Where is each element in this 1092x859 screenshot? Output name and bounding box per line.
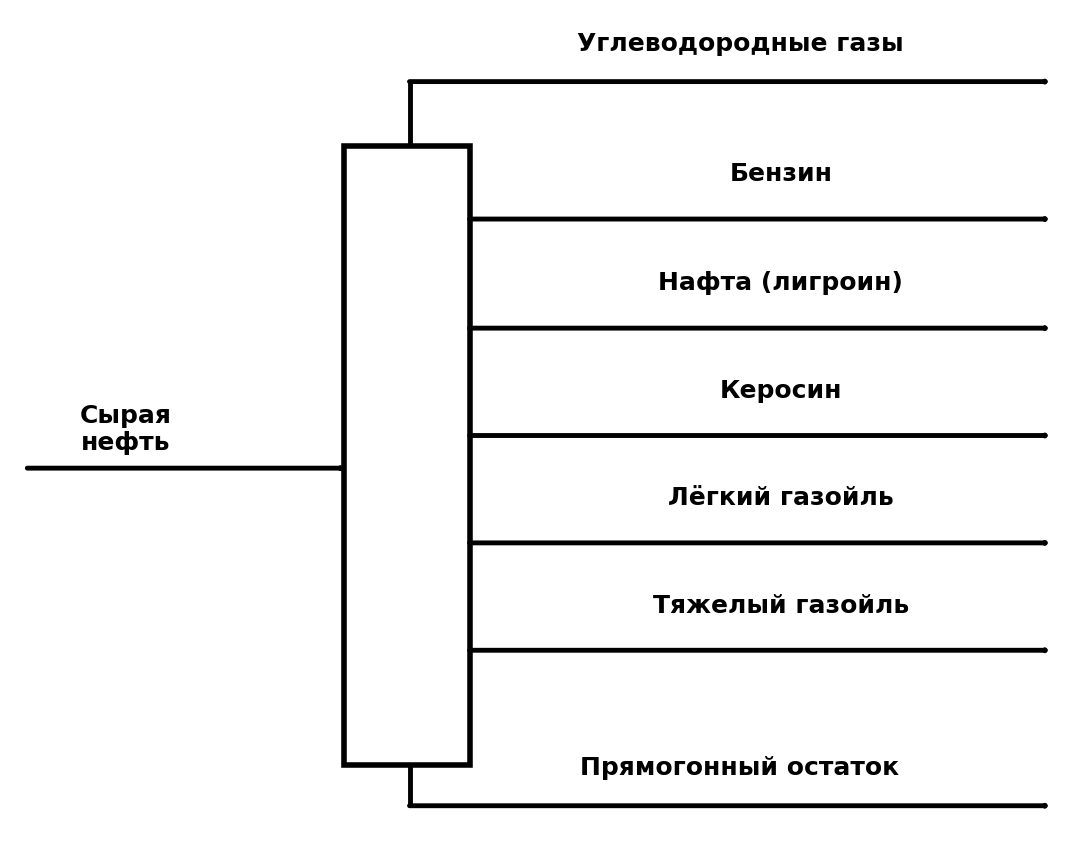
- Text: Тяжелый газойль: Тяжелый газойль: [653, 594, 909, 618]
- Text: Углеводородные газы: Углеводородные газы: [577, 32, 903, 56]
- Text: Лёгкий газойль: Лёгкий газойль: [668, 486, 893, 510]
- Text: Сырая
нефть: Сырая нефть: [80, 404, 171, 455]
- Text: Керосин: Керосин: [720, 379, 842, 403]
- Text: Прямогонный остаток: Прямогонный остаток: [580, 756, 900, 780]
- Text: Бензин: Бензин: [729, 162, 832, 186]
- Text: Нафта (лигроин): Нафта (лигроин): [658, 271, 903, 295]
- Bar: [344, 146, 470, 765]
